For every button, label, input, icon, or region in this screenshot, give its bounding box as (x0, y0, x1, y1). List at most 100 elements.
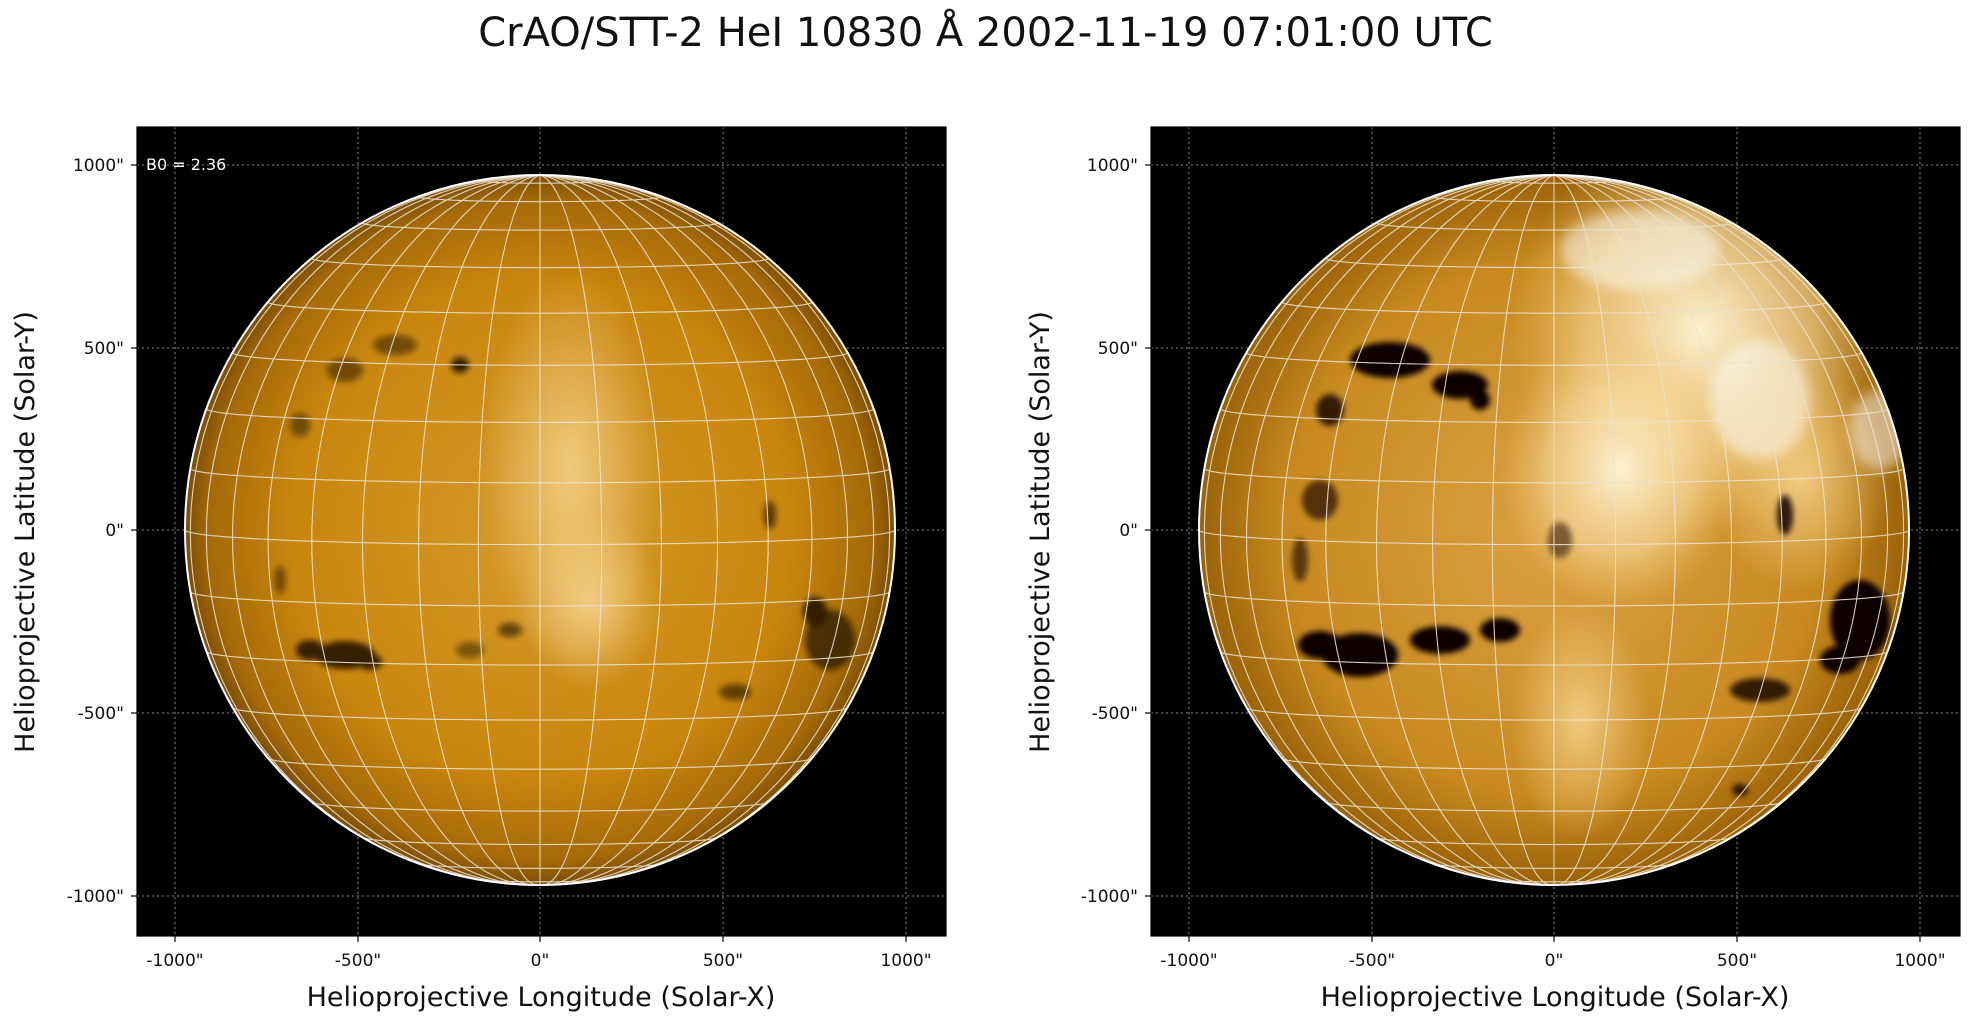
graticule-line (184, 174, 541, 531)
graticule-line (1553, 174, 1910, 531)
right-tick-marks (1145, 164, 1921, 942)
graticule-line (1553, 174, 1889, 883)
graticule-line (477, 180, 603, 184)
right-solar-disk (1199, 175, 1909, 885)
graticule-line (189, 174, 541, 876)
left-x-axis-label: Helioprojective Longitude (Solar-X) (307, 982, 776, 1013)
right-xtick-label: -1000" (1160, 951, 1217, 971)
graticule-line (1198, 529, 1910, 546)
left-xtick-label: 0" (531, 951, 550, 971)
graticule-line (1281, 757, 1827, 770)
graticule-line (311, 258, 769, 269)
graticule-line (539, 174, 603, 886)
left-ytick-label: 1000" (73, 156, 124, 176)
left-heliographic-grid (184, 174, 896, 886)
right-heliographic-grid (1198, 174, 1910, 886)
right-axis-gridlines (1151, 127, 1960, 936)
graticule-line (1433, 863, 1675, 869)
left-ytick-label: 0" (105, 521, 124, 541)
right-xtick-label: 1000" (1894, 951, 1945, 971)
left-plot-background (137, 127, 946, 936)
left-xtick-label: -500" (335, 951, 381, 971)
graticule-line (205, 408, 875, 423)
graticule-line (190, 591, 890, 607)
left-ytick-label: 500" (84, 339, 124, 359)
graticule-line (418, 196, 662, 203)
right-solar-limb (1198, 174, 1910, 886)
graticule-line (1553, 174, 1827, 886)
right-ytick-label: -500" (1092, 704, 1138, 724)
graticule-line (267, 174, 541, 886)
figure-title: CrAO/STT-2 HeI 10830 Å 2002-11-19 07:01:… (478, 10, 1493, 56)
graticule-line (361, 174, 541, 886)
graticule-line (1203, 468, 1905, 484)
graticule-line (1281, 301, 1827, 314)
left-solar-limb (184, 174, 896, 886)
graticule-line (539, 174, 891, 876)
graticule-line (1553, 174, 1783, 886)
graticule-line (232, 352, 848, 366)
graticule-line (267, 757, 813, 770)
graticule-line (361, 222, 719, 231)
graticule-line (539, 174, 875, 883)
graticule-line (1432, 196, 1676, 203)
graticule-line (539, 174, 896, 531)
left-tick-marks (131, 164, 907, 942)
graticule-line (480, 879, 600, 883)
graticule-line (1246, 707, 1862, 721)
left-ytick-label: -500" (78, 704, 124, 724)
graticule-line (312, 801, 768, 812)
right-ytick-label: 0" (1119, 521, 1138, 541)
left-axis-gridlines (137, 127, 946, 936)
graticule-line (1198, 174, 1555, 531)
left-xtick-label: 500" (703, 951, 743, 971)
graticule-line (1377, 837, 1731, 846)
graticule-line (184, 529, 896, 546)
graticule-line (1220, 651, 1888, 666)
graticule-line (539, 174, 719, 886)
left-panel: B0 = 2.36 -1000" -500" 0" 500" 1000" 100… (10, 126, 947, 1013)
graticule-line (1325, 258, 1783, 269)
graticule-line (311, 174, 541, 886)
graticule-line (539, 174, 813, 886)
right-ytick-label: 1000" (1087, 156, 1138, 176)
right-panel: -1000" -500" 0" 500" 1000" 1000" 500" 0"… (1025, 126, 1961, 1013)
graticule-line (1246, 174, 1555, 885)
left-disk-features (274, 270, 855, 700)
graticule-line (232, 707, 848, 721)
right-x-axis-label: Helioprojective Longitude (Solar-X) (1321, 982, 1790, 1013)
left-b0-annotation: B0 = 2.36 (146, 155, 226, 174)
graticule-line (189, 468, 891, 484)
right-xtick-label: 0" (1545, 951, 1564, 971)
graticule-line (477, 174, 541, 886)
graticule-line (1553, 174, 1862, 885)
right-ytick-label: 500" (1098, 339, 1138, 359)
left-solar-disk (185, 175, 895, 885)
left-y-axis-label: Helioprojective Latitude (Solar-Y) (10, 311, 41, 753)
graticule-line (418, 174, 541, 886)
graticule-line (1203, 174, 1555, 876)
graticule-line (1375, 174, 1555, 886)
graticule-line (419, 863, 661, 869)
right-xtick-label: -500" (1349, 951, 1395, 971)
right-ytick-label: -1000" (1081, 887, 1138, 907)
graticule-line (1204, 591, 1904, 607)
graticule-line (232, 174, 541, 885)
right-xtick-label: 500" (1717, 951, 1757, 971)
graticule-line (267, 301, 813, 314)
left-xtick-label: 1000" (880, 951, 931, 971)
right-axes-frame (1150, 126, 1961, 937)
graticule-line (1326, 801, 1782, 812)
graticule-line (539, 174, 848, 885)
graticule-line (205, 174, 541, 883)
graticule-line (539, 174, 662, 886)
right-y-axis-label: Helioprojective Latitude (Solar-Y) (1025, 311, 1056, 753)
graticule-line (206, 651, 874, 666)
graticule-line (363, 837, 717, 846)
graticule-line (1375, 222, 1733, 231)
graticule-line (1432, 174, 1555, 886)
left-ytick-label: -1000" (67, 887, 124, 907)
graticule-line (1281, 174, 1555, 886)
left-axes-frame (136, 126, 947, 937)
